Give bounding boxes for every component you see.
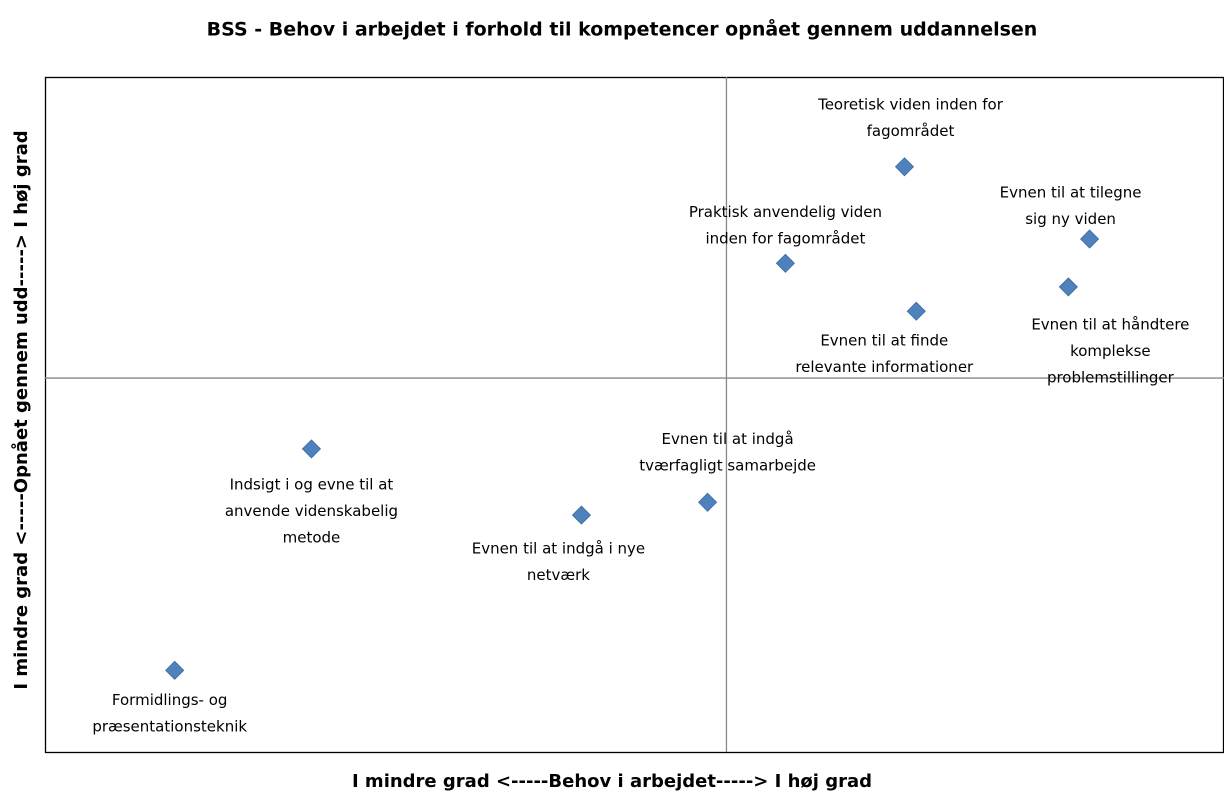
marker bbox=[571, 505, 592, 525]
point-label: metode bbox=[283, 528, 341, 546]
point-label: Evnen til at indgå i nye bbox=[472, 540, 645, 558]
point-label: Evnen til at finde bbox=[820, 332, 948, 350]
point-label: Indsigt i og evne til at bbox=[230, 475, 394, 493]
point-label: anvende videnskabelig bbox=[225, 502, 398, 520]
marker bbox=[165, 660, 185, 680]
marker bbox=[698, 492, 718, 512]
y-axis-label: I mindre grad <-----Opnået gennem udd---… bbox=[10, 130, 32, 689]
point-label: inden for fagområdet bbox=[705, 229, 865, 247]
point-label: Teoretisk viden inden for bbox=[817, 95, 1004, 113]
point-label: fagområdet bbox=[867, 122, 955, 140]
x-axis-label: I mindre grad <-----Behov i arbejdet----… bbox=[352, 771, 872, 792]
point-label: komplekse bbox=[1070, 342, 1151, 360]
point-label: Evnen til at tilegne bbox=[1000, 184, 1142, 202]
marker bbox=[1058, 277, 1078, 297]
point-label: sig ny viden bbox=[1025, 210, 1116, 228]
point-label: netværk bbox=[527, 566, 590, 584]
plot-area bbox=[44, 76, 1224, 754]
point-label: Praktisk anvendelig viden bbox=[689, 203, 882, 221]
marker bbox=[894, 157, 915, 177]
chart-title: BSS - Behov i arbejdet i forhold til kom… bbox=[207, 17, 1038, 41]
marker bbox=[906, 301, 926, 321]
marker bbox=[301, 439, 322, 459]
point-label: Evnen til at håndtere bbox=[1031, 315, 1189, 333]
point-label: Evnen til at indgå bbox=[662, 430, 794, 448]
marker bbox=[1080, 229, 1100, 249]
point-label: problemstillinger bbox=[1047, 368, 1175, 386]
point-label: relevante informationer bbox=[795, 358, 974, 376]
point-label: Formidlings- og bbox=[112, 691, 228, 709]
point-label: præsentationsteknik bbox=[92, 717, 247, 735]
point-label: tværfagligt samarbejde bbox=[639, 456, 816, 474]
marker bbox=[775, 253, 795, 273]
